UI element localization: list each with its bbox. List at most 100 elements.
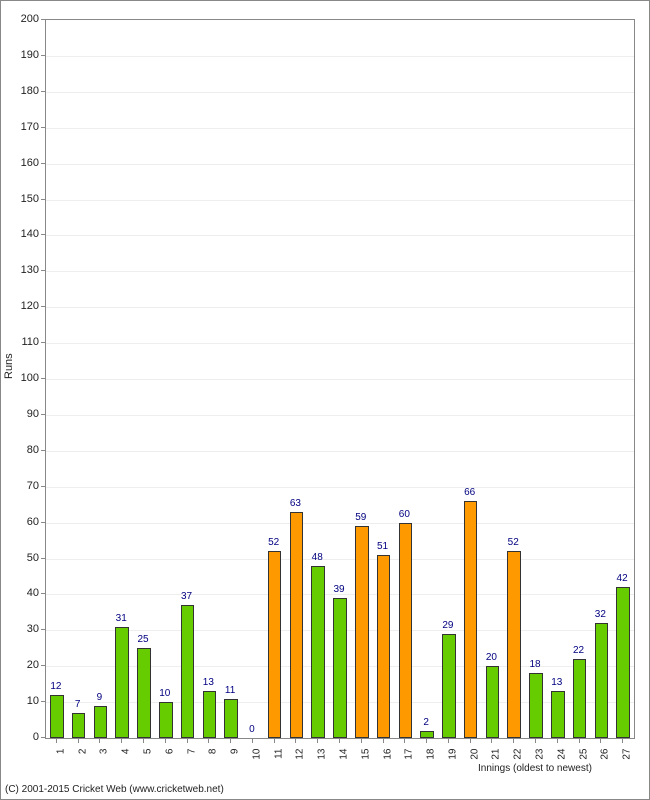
- y-tick-label: 180: [5, 85, 39, 97]
- x-tick-mark: [99, 739, 100, 743]
- gridline: [46, 56, 634, 57]
- y-tick-label: 80: [5, 444, 39, 456]
- value-label: 48: [302, 552, 332, 563]
- x-tick-mark: [78, 739, 79, 743]
- bar: [507, 551, 521, 738]
- gridline: [46, 343, 634, 344]
- bar: [486, 666, 500, 738]
- y-tick-label: 160: [5, 157, 39, 169]
- value-label: 59: [346, 512, 376, 523]
- y-tick-label: 170: [5, 121, 39, 133]
- value-label: 29: [433, 620, 463, 631]
- value-label: 9: [84, 692, 114, 703]
- x-tick-mark: [252, 739, 253, 743]
- bar: [551, 691, 565, 738]
- y-tick-mark: [41, 19, 45, 20]
- x-tick-mark: [208, 739, 209, 743]
- x-tick-label: 16: [382, 749, 393, 760]
- x-tick-mark: [557, 739, 558, 743]
- y-tick-label: 90: [5, 408, 39, 420]
- x-tick-label: 3: [99, 749, 110, 755]
- x-tick-mark: [187, 739, 188, 743]
- value-label: 12: [41, 681, 71, 692]
- value-label: 25: [128, 634, 158, 645]
- y-tick-mark: [41, 629, 45, 630]
- x-tick-mark: [491, 739, 492, 743]
- bar: [616, 587, 630, 738]
- y-tick-mark: [41, 665, 45, 666]
- y-tick-mark: [41, 163, 45, 164]
- x-tick-mark: [56, 739, 57, 743]
- value-label: 11: [215, 685, 245, 696]
- bar: [290, 512, 304, 738]
- x-tick-mark: [470, 739, 471, 743]
- x-tick-label: 18: [426, 749, 437, 760]
- bar: [115, 627, 129, 738]
- value-label: 63: [280, 498, 310, 509]
- plot-area: [45, 19, 635, 739]
- x-tick-label: 21: [491, 749, 502, 760]
- y-tick-mark: [41, 414, 45, 415]
- gridline: [46, 164, 634, 165]
- y-tick-mark: [41, 234, 45, 235]
- bar: [442, 634, 456, 738]
- gridline: [46, 379, 634, 380]
- x-tick-label: 24: [556, 749, 567, 760]
- y-tick-label: 140: [5, 228, 39, 240]
- x-tick-mark: [295, 739, 296, 743]
- x-tick-label: 26: [600, 749, 611, 760]
- bar: [50, 695, 64, 738]
- bar: [268, 551, 282, 738]
- x-tick-mark: [165, 739, 166, 743]
- x-tick-label: 11: [273, 749, 284, 759]
- value-label: 52: [498, 537, 528, 548]
- x-tick-mark: [143, 739, 144, 743]
- y-tick-label: 20: [5, 659, 39, 671]
- x-tick-mark: [230, 739, 231, 743]
- y-tick-mark: [41, 522, 45, 523]
- y-tick-mark: [41, 701, 45, 702]
- x-axis-title: Innings (oldest to newest): [478, 763, 592, 774]
- x-tick-label: 17: [404, 749, 415, 760]
- y-tick-mark: [41, 306, 45, 307]
- value-label: 10: [150, 688, 180, 699]
- y-tick-label: 110: [5, 336, 39, 348]
- x-tick-mark: [600, 739, 601, 743]
- y-tick-mark: [41, 450, 45, 451]
- gridline: [46, 559, 634, 560]
- x-tick-label: 6: [164, 749, 175, 755]
- x-tick-label: 22: [513, 749, 524, 760]
- x-tick-label: 5: [143, 749, 154, 755]
- bar: [464, 501, 478, 738]
- y-tick-mark: [41, 199, 45, 200]
- gridline: [46, 451, 634, 452]
- bar: [94, 706, 108, 738]
- x-tick-mark: [383, 739, 384, 743]
- gridline: [46, 92, 634, 93]
- y-tick-label: 70: [5, 480, 39, 492]
- x-tick-mark: [535, 739, 536, 743]
- value-label: 13: [542, 677, 572, 688]
- x-tick-label: 9: [230, 749, 241, 755]
- y-tick-mark: [41, 558, 45, 559]
- x-tick-mark: [404, 739, 405, 743]
- gridline: [46, 128, 634, 129]
- value-label: 22: [564, 645, 594, 656]
- value-label: 31: [106, 613, 136, 624]
- x-tick-mark: [622, 739, 623, 743]
- bar: [203, 691, 217, 738]
- bar: [355, 526, 369, 738]
- bar: [224, 699, 238, 738]
- y-tick-label: 100: [5, 372, 39, 384]
- bar: [399, 523, 413, 738]
- y-tick-mark: [41, 91, 45, 92]
- bar: [72, 713, 86, 738]
- y-tick-mark: [41, 593, 45, 594]
- x-tick-label: 15: [360, 749, 371, 760]
- x-tick-label: 7: [186, 749, 197, 755]
- x-tick-mark: [361, 739, 362, 743]
- y-tick-mark: [41, 342, 45, 343]
- x-tick-mark: [448, 739, 449, 743]
- x-tick-label: 4: [121, 749, 132, 755]
- bar: [333, 598, 347, 738]
